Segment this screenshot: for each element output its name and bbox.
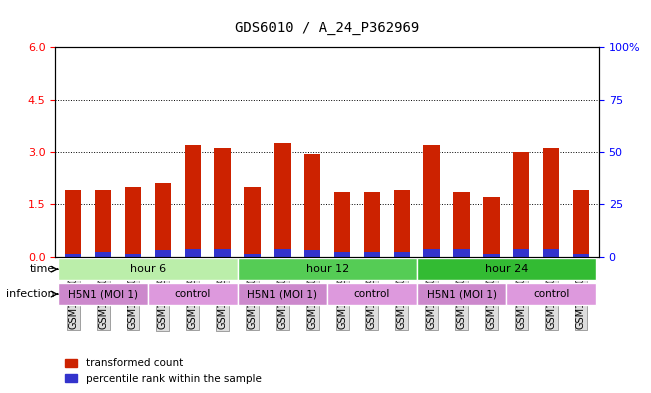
FancyBboxPatch shape xyxy=(59,283,148,305)
Text: H5N1 (MOI 1): H5N1 (MOI 1) xyxy=(68,289,138,299)
Bar xyxy=(274,143,290,257)
Bar xyxy=(155,250,171,257)
Bar xyxy=(214,149,231,257)
Bar xyxy=(334,192,350,257)
Bar xyxy=(65,254,81,257)
Bar xyxy=(244,254,260,257)
Bar xyxy=(483,197,499,257)
Text: hour 6: hour 6 xyxy=(130,264,166,274)
Bar xyxy=(543,249,559,257)
Bar xyxy=(125,254,141,257)
Bar xyxy=(244,187,260,257)
Bar xyxy=(394,190,410,257)
Bar xyxy=(184,145,201,257)
Bar xyxy=(513,249,529,257)
FancyBboxPatch shape xyxy=(506,283,596,305)
Bar xyxy=(364,252,380,257)
FancyBboxPatch shape xyxy=(59,258,238,281)
FancyBboxPatch shape xyxy=(148,283,238,305)
FancyBboxPatch shape xyxy=(238,283,327,305)
Bar xyxy=(304,250,320,257)
Bar xyxy=(95,190,111,257)
Bar xyxy=(125,187,141,257)
Bar xyxy=(214,249,231,257)
Bar xyxy=(513,152,529,257)
Bar xyxy=(95,252,111,257)
Text: control: control xyxy=(174,289,211,299)
Bar xyxy=(364,192,380,257)
Text: hour 12: hour 12 xyxy=(305,264,349,274)
Legend: transformed count, percentile rank within the sample: transformed count, percentile rank withi… xyxy=(61,354,266,388)
Bar xyxy=(423,249,440,257)
Bar xyxy=(453,249,470,257)
Bar xyxy=(65,190,81,257)
Bar xyxy=(274,249,290,257)
Text: H5N1 (MOI 1): H5N1 (MOI 1) xyxy=(426,289,497,299)
Bar xyxy=(184,249,201,257)
Text: H5N1 (MOI 1): H5N1 (MOI 1) xyxy=(247,289,317,299)
Bar xyxy=(334,252,350,257)
Text: GDS6010 / A_24_P362969: GDS6010 / A_24_P362969 xyxy=(235,21,419,35)
FancyBboxPatch shape xyxy=(238,258,417,281)
Text: control: control xyxy=(533,289,570,299)
Bar xyxy=(573,190,589,257)
Bar xyxy=(483,254,499,257)
Bar xyxy=(423,145,440,257)
Text: time: time xyxy=(29,264,55,274)
Bar xyxy=(394,252,410,257)
FancyBboxPatch shape xyxy=(327,283,417,305)
Bar xyxy=(573,254,589,257)
Bar xyxy=(155,184,171,257)
Text: control: control xyxy=(353,289,390,299)
FancyBboxPatch shape xyxy=(417,283,506,305)
Text: hour 24: hour 24 xyxy=(484,264,528,274)
Bar xyxy=(453,192,470,257)
FancyBboxPatch shape xyxy=(417,258,596,281)
Bar xyxy=(543,149,559,257)
Bar xyxy=(304,154,320,257)
Text: infection: infection xyxy=(6,289,55,299)
